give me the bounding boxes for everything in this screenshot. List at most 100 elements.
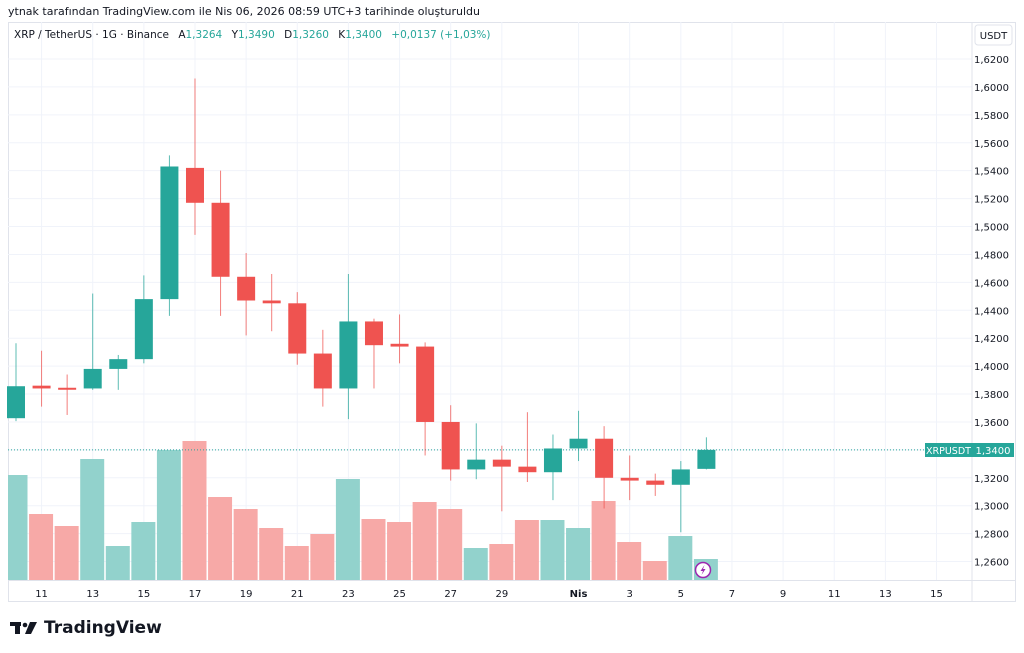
time-tick-label: 3 [626,589,632,600]
candle-body [416,346,435,422]
time-tick-label: Nis [570,589,588,600]
volume-bar [566,528,591,580]
volume-bar [8,475,28,580]
candle-body [32,385,51,389]
volume-bar [540,520,565,580]
candle-body [390,343,409,347]
volume-bar [310,534,335,580]
price-tick-label: 1,5600 [974,139,1009,150]
volume-bar [438,509,463,580]
volume-bar [489,544,514,580]
candle-body [58,387,77,390]
time-tick-label: 27 [444,589,457,600]
time-tick-label: 29 [495,589,508,600]
close-label: K [338,29,346,41]
time-tick-label: 25 [393,589,406,600]
volume-bar [54,526,79,580]
price-tick-label: 1,4600 [974,278,1009,289]
price-tick-label: 1,4200 [974,334,1009,345]
candle-body [467,459,486,470]
volume-bars [8,441,718,580]
volume-bar [131,522,156,580]
volume-bar [105,546,130,580]
close-value: 1,3400 [345,29,382,41]
volume-bar [182,441,207,580]
volume-bar [591,501,616,580]
volume-bar [617,542,642,580]
price-tick-label: 1,2600 [974,558,1009,569]
price-tick-label: 1,4400 [974,306,1009,317]
volume-bar [642,561,667,580]
time-tick-label: 7 [729,589,735,600]
candle-body [134,299,153,360]
change-value: +0,0137 (+1,03%) [391,29,491,41]
symbol-title[interactable]: XRP / TetherUS · 1G · Binance [14,29,169,41]
candle-body [569,438,588,449]
high-value: 1,3490 [238,29,275,41]
volume-bar [284,546,309,580]
candle-body [646,480,665,485]
price-tick-label: 1,5200 [974,195,1009,206]
price-tick-label: 1,3600 [974,418,1009,429]
time-tick-label: 11 [35,589,48,600]
volume-bar [80,459,105,580]
price-axis: 1,2600 1,2800 1,3000 1,3200 1,3600 1,3800 1,40… [974,55,1009,569]
candle-body [697,449,716,469]
candle-body [620,477,639,481]
tradingview-logo[interactable]: TradingView [10,618,162,638]
candle-body [492,459,511,467]
volume-bar [668,536,693,580]
candle-body [109,359,128,369]
last-price-badge: XRPUSDT 1,3400 [925,443,1014,457]
candle-body [543,448,562,473]
open-value: 1,3264 [185,29,223,41]
volume-bar [412,502,437,580]
candle-body [313,353,332,389]
last-price: 1,3400 [976,446,1011,457]
price-tick-label: 1,6000 [974,83,1009,94]
candle-body [441,421,460,470]
volume-bar [361,519,386,580]
price-tick-label: 1,5000 [974,223,1009,234]
high-label: Y [231,29,239,41]
candle-body [339,321,358,389]
currency-button[interactable]: USDT [974,24,1013,46]
price-tick-label: 1,6200 [974,55,1009,66]
currency-label: USDT [980,31,1008,42]
candle-body [364,321,383,346]
time-tick-label: 15 [137,589,150,600]
time-tick-label: 23 [342,589,355,600]
time-tick-label: 17 [189,589,202,600]
low-value: 1,3260 [292,29,329,41]
price-tick-label: 1,4000 [974,362,1009,373]
candles [7,78,716,533]
tradingview-logo-icon [10,622,37,634]
volume-bar [259,528,284,580]
price-tick-label: 1,3800 [974,390,1009,401]
volume-bar [514,520,539,580]
time-tick-label: 15 [930,589,943,600]
candle-body [211,202,230,277]
volume-bar [335,479,360,580]
price-tick-label: 1,4800 [974,250,1009,261]
chart-caption: ytnak tarafından TradingView.com ile Nis… [8,5,480,18]
volume-bar [29,514,54,580]
volume-bar [156,450,181,580]
price-tick-label: 1,3200 [974,474,1009,485]
candle-body [160,166,179,300]
time-tick-label: 19 [240,589,253,600]
candle-body [262,300,281,304]
candle-body [595,438,614,478]
candle-body [237,276,256,301]
candle-body [671,469,690,485]
lightning-icon[interactable] [694,561,712,579]
time-tick-label: 21 [291,589,304,600]
time-tick-label: 13 [879,589,892,600]
candle-body [7,386,25,419]
candle-body [83,368,102,389]
price-tick-label: 1,5400 [974,167,1009,178]
tradingview-logo-text: TradingView [44,618,162,638]
last-symbol: XRPUSDT [926,446,971,457]
time-tick-label: 11 [828,589,841,600]
